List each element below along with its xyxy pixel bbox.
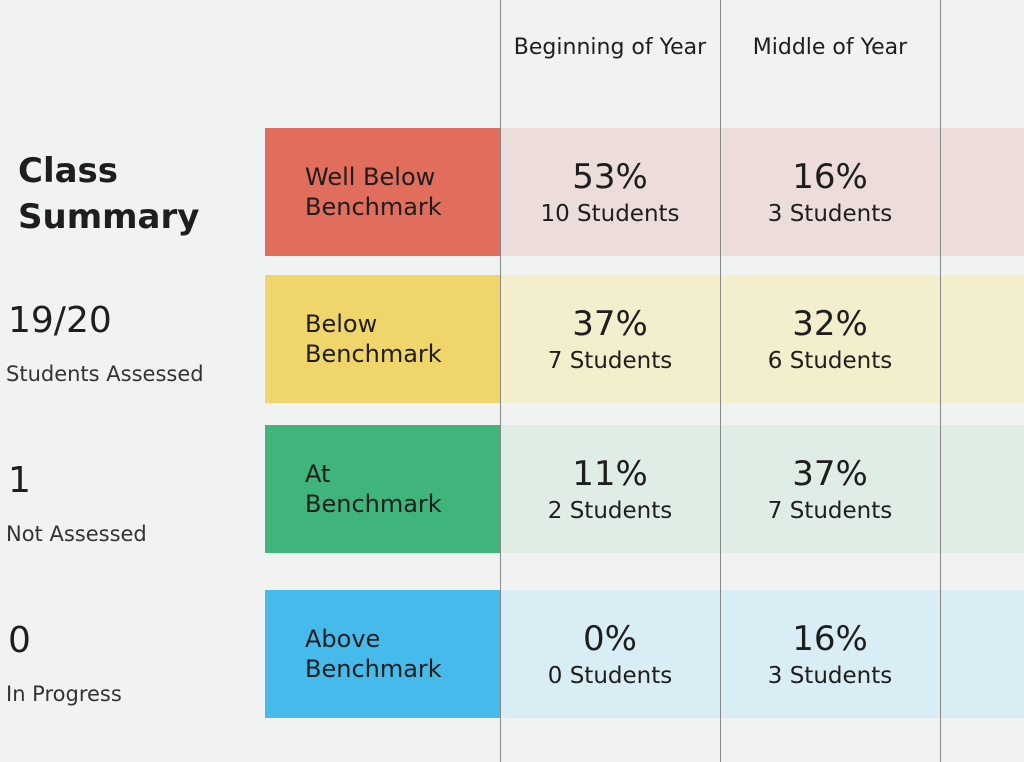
level-text: Well Below Benchmark	[305, 163, 442, 221]
row-tint	[500, 425, 1024, 553]
percent: 16%	[792, 157, 868, 197]
data-cell: 53% 10 Students	[500, 128, 720, 256]
data-cell: 37% 7 Students	[500, 275, 720, 403]
level-label: Well Below Benchmark	[265, 128, 500, 256]
stat-value: 1	[8, 460, 31, 501]
column-divider	[720, 0, 721, 762]
column-header: Beginning of Year	[513, 35, 707, 60]
student-count: 7 Students	[767, 498, 893, 524]
level-text: At Benchmark	[305, 460, 442, 518]
percent: 0%	[583, 619, 637, 659]
level-text: Below Benchmark	[305, 310, 442, 368]
percent: 16%	[792, 619, 868, 659]
stat-label: In Progress	[6, 682, 122, 706]
level-text: Above Benchmark	[305, 625, 442, 683]
percent: 37%	[792, 454, 868, 494]
data-cell: 37% 7 Students	[720, 425, 940, 553]
data-cell: 16% 3 Students	[720, 128, 940, 256]
student-count: 3 Students	[767, 663, 893, 689]
column-divider	[940, 0, 941, 762]
data-cell: 0% 0 Students	[500, 590, 720, 718]
percent: 32%	[792, 304, 868, 344]
student-count: 0 Students	[547, 663, 673, 689]
percent: 37%	[572, 304, 648, 344]
stat-value: 0	[8, 620, 31, 661]
stat-label: Students Assessed	[6, 362, 204, 386]
data-cell: 16% 3 Students	[720, 590, 940, 718]
data-cell: 32% 6 Students	[720, 275, 940, 403]
student-count: 3 Students	[767, 201, 893, 227]
student-count: 7 Students	[547, 348, 673, 374]
level-label: Below Benchmark	[265, 275, 500, 403]
data-cell: 11% 2 Students	[500, 425, 720, 553]
student-count: 10 Students	[540, 201, 680, 227]
student-count: 6 Students	[767, 348, 893, 374]
student-count: 2 Students	[547, 498, 673, 524]
row-tint	[500, 128, 1024, 256]
column-header: Middle of Year	[752, 35, 908, 60]
level-label: At Benchmark	[265, 425, 500, 553]
percent: 53%	[572, 157, 648, 197]
stat-label: Not Assessed	[6, 522, 147, 546]
column-divider	[500, 0, 501, 762]
row-tint	[500, 590, 1024, 718]
row-tint	[500, 275, 1024, 403]
percent: 11%	[572, 454, 648, 494]
stat-value: 19/20	[8, 300, 112, 341]
level-label: Above Benchmark	[265, 590, 500, 718]
summary-title: Class Summary	[18, 151, 200, 237]
